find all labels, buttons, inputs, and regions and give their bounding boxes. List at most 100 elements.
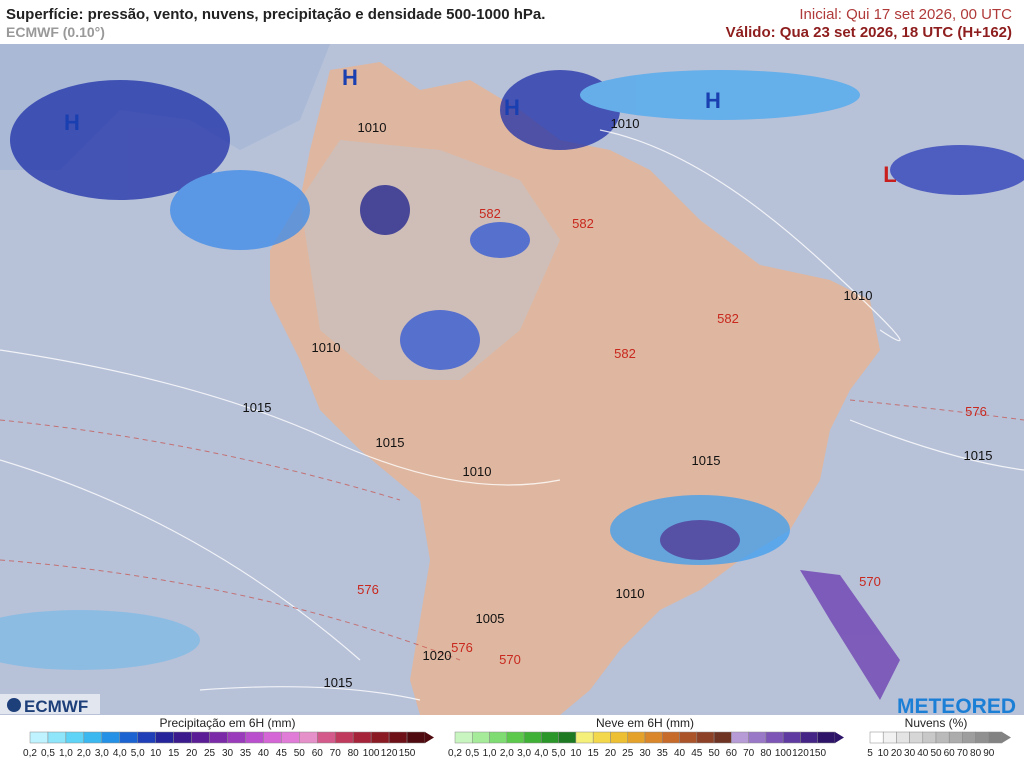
legend-swatch	[922, 731, 937, 744]
legend-swatch	[83, 731, 103, 744]
isobar-label: 1020	[423, 648, 452, 663]
legend-swatch	[227, 731, 246, 744]
legend-swatch	[869, 731, 884, 744]
legend-arrow	[835, 732, 844, 743]
legend-swatch	[909, 731, 924, 744]
pressure-center: H	[504, 95, 520, 120]
legend-swatch	[388, 731, 408, 744]
precipitation	[0, 70, 1024, 700]
thickness-label: 582	[614, 346, 636, 361]
isobar-label: 1010	[616, 586, 645, 601]
thickness-label: 576	[451, 640, 473, 655]
legend-swatch	[370, 731, 390, 744]
legend-swatch	[155, 731, 174, 744]
legend-swatch	[29, 731, 49, 744]
legend-tick: 80	[760, 748, 772, 759]
logo-box	[0, 694, 100, 714]
thickness-label: 582	[479, 206, 501, 221]
thickness-label: 576	[965, 404, 987, 419]
legend-swatch	[119, 731, 138, 744]
isobar-label: 1010	[844, 288, 873, 303]
legend-swatch	[317, 731, 336, 744]
legend-tick: 0,2	[448, 748, 462, 759]
legend-swatch	[962, 731, 976, 744]
isobar-label: 1010	[312, 340, 341, 355]
legend-swatch	[644, 731, 663, 744]
legend-swatch	[209, 731, 228, 744]
legend-swatch	[896, 731, 910, 744]
map	[0, 44, 1024, 715]
model: ECMWF (0.10°)	[6, 24, 105, 40]
legend-tick: 70	[743, 748, 755, 759]
legend-tick: 35	[657, 748, 669, 759]
legend-tick: 45	[691, 748, 703, 759]
thickness-label: 582	[572, 216, 594, 231]
legend-swatch	[679, 731, 698, 744]
isobar-label: 1010	[463, 464, 492, 479]
legend-tick: 45	[276, 748, 288, 759]
legend-tick: 30	[222, 748, 234, 759]
legend-tick: 70	[957, 748, 969, 759]
legend-swatch	[592, 731, 611, 744]
pressure-center: H	[342, 65, 358, 90]
legend-swatch	[731, 731, 749, 744]
legend-swatch	[191, 731, 210, 744]
legend-tick: 4,0	[534, 748, 548, 759]
legend-tick: 35	[240, 748, 252, 759]
legend-swatch	[489, 731, 508, 744]
legend-swatch	[173, 731, 192, 744]
legend-swatch	[882, 731, 897, 744]
isobar-label: 1015	[692, 453, 721, 468]
legend-tick: 3,0	[517, 748, 531, 759]
pressure-center: L	[883, 162, 896, 187]
legend-tick: 2,0	[500, 748, 514, 759]
legend-swatch	[454, 731, 473, 744]
legend-swatch	[765, 731, 784, 744]
legend-swatch	[65, 731, 85, 744]
legend-tick: 0,5	[41, 748, 55, 759]
legend-tick: 60	[944, 748, 956, 759]
legend-swatch	[782, 731, 801, 744]
legend-tick: 10	[150, 748, 162, 759]
isobar-label: 1015	[324, 675, 353, 690]
legend-tick: 120	[792, 748, 809, 759]
legend-tick: 15	[168, 748, 180, 759]
isobar-label: 1010	[611, 116, 640, 131]
legend-arrow	[425, 732, 434, 743]
legend-arrow	[1002, 732, 1011, 743]
legend-swatch	[988, 731, 1003, 744]
isobar-label: 1010	[358, 120, 387, 135]
legend-tick: 80	[970, 748, 982, 759]
legend-tick: 40	[917, 748, 929, 759]
legend-swatch	[334, 731, 354, 744]
legend-swatch	[935, 731, 950, 744]
legend-tick: 1,0	[59, 748, 73, 759]
legend-tick: 40	[258, 748, 270, 759]
legend-tick: 5,0	[131, 748, 145, 759]
legend-swatch	[101, 731, 121, 744]
legend-tick: 25	[622, 748, 634, 759]
legend-swatch	[472, 731, 490, 744]
thickness-label: 570	[499, 652, 521, 667]
legend-tick: 25	[204, 748, 216, 759]
legend-tick: 50	[294, 748, 306, 759]
pressure-center: H	[705, 88, 721, 113]
legend-tick: 100	[363, 748, 380, 759]
legend-tick: 0,5	[465, 748, 479, 759]
legend-tick: 70	[330, 748, 342, 759]
legend-swatch	[299, 731, 318, 744]
legend-tick: 10	[570, 748, 582, 759]
legend-swatch	[352, 731, 372, 744]
legend-tick: 5,0	[552, 748, 566, 759]
legend-tick: 80	[348, 748, 360, 759]
legend-tick: 20	[186, 748, 198, 759]
legend-tick: 10	[878, 748, 890, 759]
legend-tick: 1,0	[483, 748, 497, 759]
legend-tick: 40	[674, 748, 686, 759]
isobar-label: 1015	[243, 400, 272, 415]
legend-tick: 30	[904, 748, 916, 759]
legend-swatch	[748, 731, 767, 744]
legend-tick: 4,0	[113, 748, 127, 759]
legend-tick: 20	[605, 748, 617, 759]
